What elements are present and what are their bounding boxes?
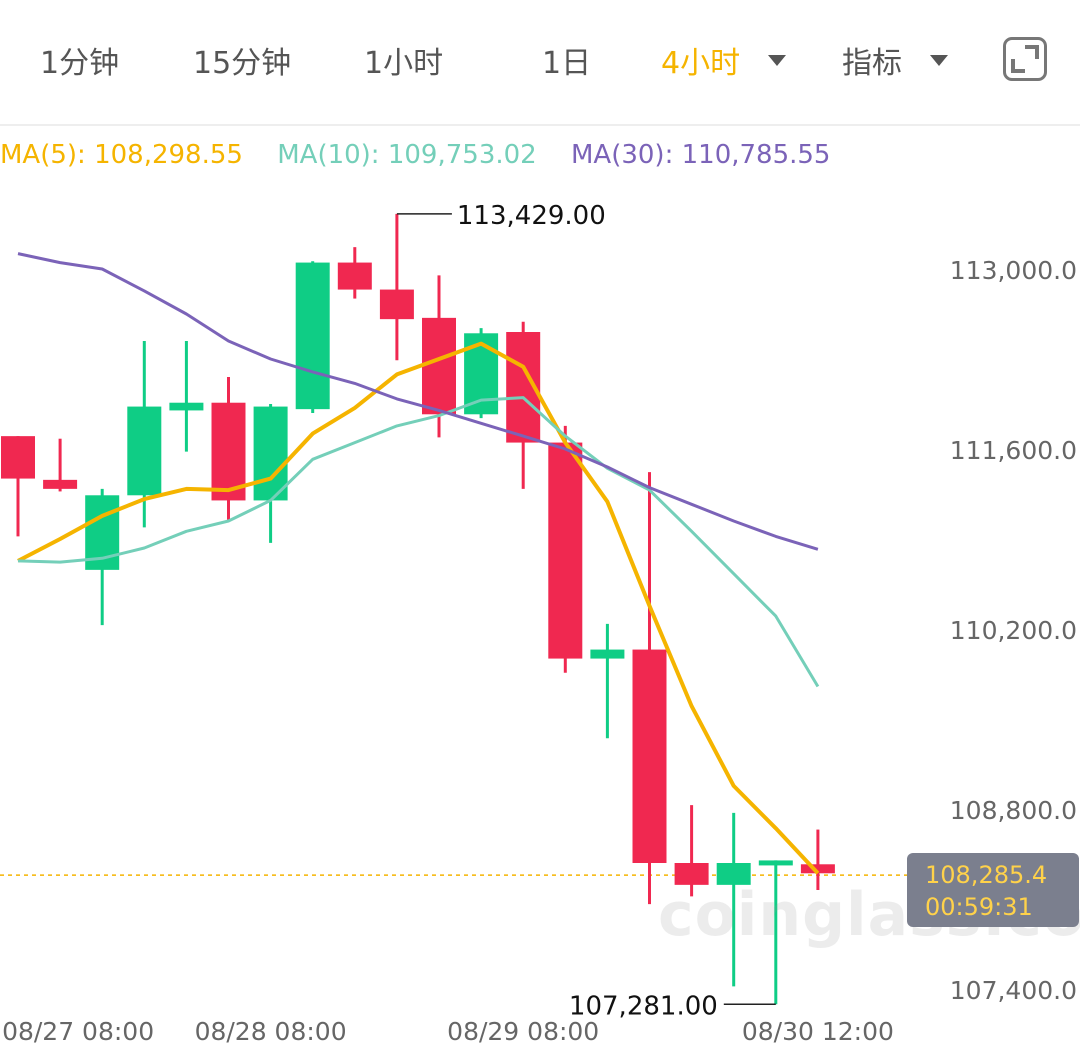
y-tick-label: 108,800.0 bbox=[950, 796, 1077, 825]
x-tick-label: 08/28 08:00 bbox=[195, 1017, 347, 1046]
y-tick-label: 111,600.0 bbox=[950, 436, 1077, 465]
candle-body bbox=[674, 863, 709, 885]
candle-body bbox=[295, 262, 330, 410]
high-price-label: 113,429.00 bbox=[457, 201, 606, 231]
ma30-label: MA(30): bbox=[570, 140, 674, 170]
candle-body bbox=[337, 262, 372, 290]
ma10-legend: MA(10): 109,753.02 bbox=[277, 140, 545, 170]
chevron-down-icon[interactable] bbox=[768, 55, 786, 66]
candle-body bbox=[1, 436, 35, 479]
ma10-value: 109,753.02 bbox=[387, 140, 537, 170]
tab-indicators[interactable]: 指标 bbox=[842, 46, 902, 81]
ma5-value: 108,298.55 bbox=[94, 140, 243, 170]
candle-body bbox=[253, 406, 288, 501]
tab-1m[interactable]: 1分钟 bbox=[40, 46, 120, 81]
y-tick-label: 107,400.0 bbox=[950, 976, 1077, 1005]
x-tick-label: 08/27 08:00 bbox=[2, 1017, 154, 1046]
candle-body bbox=[127, 406, 162, 496]
candle-body bbox=[169, 402, 204, 411]
tab-4h[interactable]: 4小时 bbox=[661, 46, 741, 81]
candle-body bbox=[716, 863, 751, 885]
chevron-down-icon[interactable] bbox=[930, 55, 948, 66]
candle-body bbox=[758, 860, 793, 866]
ma5-label: MA(5): bbox=[0, 140, 86, 170]
fullscreen-icon[interactable] bbox=[1003, 37, 1047, 81]
fullscreen-corner-bottom-left bbox=[1011, 59, 1025, 73]
candle-countdown: 00:59:31 bbox=[925, 893, 1033, 921]
candle-body bbox=[632, 649, 667, 863]
ma5-legend: MA(5): 108,298.55 bbox=[0, 140, 251, 170]
tab-1d[interactable]: 1日 bbox=[542, 46, 592, 81]
ma-legend: MA(5): 108,298.55 MA(10): 109,753.02 MA(… bbox=[0, 140, 856, 170]
ma10-label: MA(10): bbox=[277, 140, 380, 170]
candle-body bbox=[422, 317, 456, 415]
current-price-badge: 108,285.4 00:59:31 bbox=[907, 853, 1079, 927]
fullscreen-corner-top-right bbox=[1025, 45, 1039, 59]
ma-line-ma30 bbox=[17, 252, 819, 551]
ma30-legend: MA(30): 110,785.55 bbox=[571, 140, 831, 170]
candle-body bbox=[43, 479, 78, 489]
ma-line-ma5 bbox=[17, 341, 820, 875]
tab-1h[interactable]: 1小时 bbox=[364, 46, 444, 81]
candle-body bbox=[211, 402, 246, 501]
candle-body bbox=[590, 649, 625, 659]
candle-body bbox=[548, 442, 583, 659]
candle-body bbox=[379, 289, 414, 320]
y-tick-label: 113,000.0 bbox=[950, 256, 1077, 285]
candle-body bbox=[800, 864, 835, 874]
timeframe-toolbar: 1分钟 15分钟 1小时 1日 4小时 指标 bbox=[0, 0, 1080, 126]
tab-15m[interactable]: 15分钟 bbox=[193, 46, 292, 81]
x-tick-label: 08/29 08:00 bbox=[447, 1017, 599, 1046]
x-tick-label: 08/30 12:00 bbox=[742, 1017, 894, 1046]
current-price-value: 108,285.4 bbox=[925, 861, 1048, 889]
low-price-label: 107,281.00 bbox=[569, 991, 718, 1021]
ma30-value: 110,785.55 bbox=[681, 140, 831, 170]
candlestick-chart[interactable]: 113,000.0 111,600.0 110,200.0 108,800.0 107,… bbox=[0, 130, 1080, 1046]
y-tick-label: 110,200.0 bbox=[950, 616, 1077, 645]
ma-line-ma10 bbox=[17, 396, 820, 688]
